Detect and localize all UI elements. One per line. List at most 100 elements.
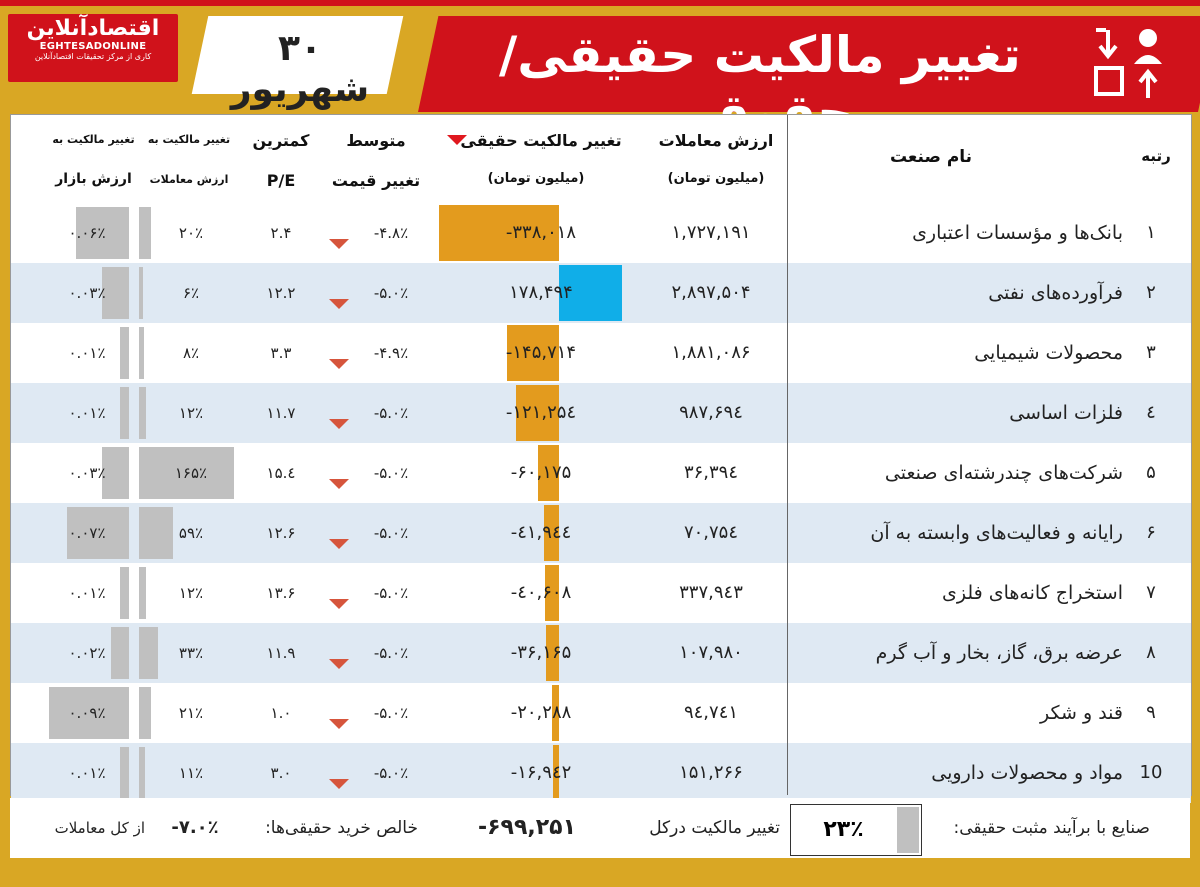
rank-cell: ۱ [1146, 222, 1156, 243]
to-market-cell: ۰.۰۳٪ [68, 284, 106, 302]
real-change-cell: -۱۲۱,۲۵٤ [505, 402, 577, 423]
brand-logo: اقتصادآنلاین EGHTESADONLINE کاری از مرکز… [8, 14, 178, 82]
industry-cell: بانک‌ها و مؤسسات اعتباری [912, 222, 1123, 244]
col-pe-2: P/E [266, 171, 296, 190]
pe-cell: ۱.۰ [270, 704, 292, 722]
industry-cell: قند و شکر [1040, 702, 1123, 724]
real-change-cell: -۶۰,۱۷۵ [510, 462, 572, 483]
real-change-bar [544, 565, 559, 621]
price-down-icon [329, 719, 349, 729]
table-row: ۲ فرآورده‌های نفتی ۲,۸۹۷,۵۰۴ ۱۷۸,۴۹۴ -۵.۰٪ ۱۲… [11, 263, 1191, 323]
rank-cell: ۵ [1146, 462, 1156, 483]
col-trade-value: ارزش معاملات [658, 131, 774, 150]
to-trade-bar [139, 207, 151, 259]
net-buy-suffix: از کل معاملات [54, 819, 145, 837]
price-down-icon [329, 239, 349, 249]
real-change-cell: -۲۰,۲۸۸ [510, 702, 572, 723]
industry-cell: فلزات اساسی [1009, 402, 1123, 424]
positive-industries-box: ۲۳٪ [790, 804, 922, 856]
sort-desc-icon [447, 135, 467, 145]
positive-industries-label: صنایع با برآیند مثبت حقیقی: [953, 818, 1150, 838]
avg-price-cell: -۵.۰٪ [373, 284, 409, 302]
to-trade-cell: ۱۲٪ [178, 404, 204, 422]
avg-price-cell: -۴.۸٪ [373, 224, 409, 242]
avg-price-cell: -۵.۰٪ [373, 704, 409, 722]
logo-fa: اقتصادآنلاین [26, 16, 160, 41]
real-change-cell: ۱۷۸,۴۹۴ [509, 282, 573, 303]
to-trade-cell: ۳۳٪ [178, 644, 204, 662]
real-change-bar [552, 745, 559, 801]
to-market-bar [102, 267, 129, 319]
price-down-icon [329, 419, 349, 429]
header: اقتصادآنلاین EGHTESADONLINE کاری از مرکز… [0, 6, 1200, 142]
to-trade-cell: ۱۱٪ [178, 764, 204, 782]
to-trade-cell: ۲۱٪ [178, 704, 204, 722]
table-row: ۹ قند و شکر ۹٤,۷٤۱ -۲۰,۲۸۸ -۵.۰٪ ۱.۰ ۲۱٪ ۰.۰۹٪ [11, 683, 1191, 743]
pe-cell: ۱۱.۹ [266, 644, 296, 662]
date-label: ۳۰ شهریور [230, 28, 370, 110]
table-row: ۳ محصولات شیمیایی ۱,۸۸۱,۰۸۶ -۱۴۵,۷۱۴ -۴.۹٪ ۳.… [11, 323, 1191, 383]
col-rank: رتبه [1141, 147, 1171, 165]
to-market-cell: ۰.۰۱٪ [68, 764, 106, 782]
rank-cell: ٤ [1146, 402, 1156, 423]
to-market-bar [102, 447, 129, 499]
to-market-cell: ۰.۰۶٪ [68, 224, 106, 242]
to-trade-bar [139, 507, 173, 559]
to-market-cell: ۰.۰۹٪ [68, 704, 106, 722]
to-market-bar [75, 207, 129, 259]
pe-cell: ۱۲.۶ [266, 524, 296, 542]
trade-value-cell: ۲,۸۹۷,۵۰۴ [671, 282, 751, 303]
total-change-value: -۶۹۹,۲۵۱ [477, 815, 577, 840]
col-avg-price-2: تغییر قیمت [331, 171, 421, 190]
net-buy-value: -۷.۰٪ [171, 817, 219, 838]
real-change-bar [546, 625, 559, 681]
rank-cell: ۹ [1146, 702, 1156, 723]
to-trade-cell: ۱۶۵٪ [174, 464, 208, 482]
real-change-cell: -۱۶,۹٤۲ [510, 762, 572, 783]
col-real-change: تغییر مالکیت حقیقی [460, 131, 622, 150]
real-change-bar [544, 505, 559, 561]
top-red-strip [0, 0, 1200, 6]
to-trade-bar [139, 267, 143, 319]
col-pe: کمترین [252, 131, 310, 150]
to-trade-bar [139, 567, 146, 619]
col-to-trade-2: ارزش معاملات [149, 173, 229, 186]
industry-cell: شرکت‌های چندرشته‌ای صنعتی [884, 462, 1123, 484]
price-down-icon [329, 539, 349, 549]
to-market-bar [120, 387, 129, 439]
price-down-icon [329, 299, 349, 309]
real-change-cell: -۳۳۸,۰۱۸ [505, 222, 577, 243]
avg-price-cell: -۵.۰٪ [373, 644, 409, 662]
col-to-market: تغییر مالکیت به [52, 133, 135, 146]
avg-price-cell: -۵.۰٪ [373, 404, 409, 422]
to-trade-bar [139, 747, 146, 799]
price-down-icon [329, 779, 349, 789]
pe-cell: ۱۳.۶ [266, 584, 296, 602]
to-trade-bar [139, 327, 144, 379]
industry-cell: عرضه برق، گاز، بخار و آب گرم [875, 642, 1123, 664]
page-title: تغییر مالکیت حقیقی/حقوقی [499, 26, 1021, 142]
to-market-bar [120, 327, 129, 379]
real-change-cell: -٤۱,۹٤٤ [510, 522, 572, 543]
real-change-bar [507, 325, 559, 381]
avg-price-cell: -۴.۹٪ [373, 344, 409, 362]
to-market-cell: ۰.۰۱٪ [68, 404, 106, 422]
to-market-cell: ۰.۰۳٪ [68, 464, 106, 482]
avg-price-cell: -۵.۰٪ [373, 764, 409, 782]
price-down-icon [329, 479, 349, 489]
table-row: 10 مواد و محصولات دارویی ۱۵۱,۲۶۶ -۱۶,۹٤۲ -۵.… [11, 743, 1191, 803]
industry-cell: رایانه و فعالیت‌های وابسته به آن [870, 522, 1123, 544]
real-change-bar [559, 265, 623, 321]
real-change-bar [515, 385, 559, 441]
positive-industries-value: ۲۳٪ [823, 817, 864, 842]
column-divider [787, 115, 788, 795]
ownership-change-icon [1094, 28, 1162, 98]
col-trade-value-unit: (میلیون تومان) [667, 171, 765, 186]
real-change-bar [551, 685, 559, 741]
trade-value-cell: ۹٤,۷٤۱ [683, 702, 739, 723]
to-market-bar [49, 687, 129, 739]
to-market-bar [120, 747, 129, 799]
industry-cell: فرآورده‌های نفتی [988, 282, 1123, 304]
to-market-bar [66, 507, 129, 559]
to-trade-bar [139, 687, 152, 739]
